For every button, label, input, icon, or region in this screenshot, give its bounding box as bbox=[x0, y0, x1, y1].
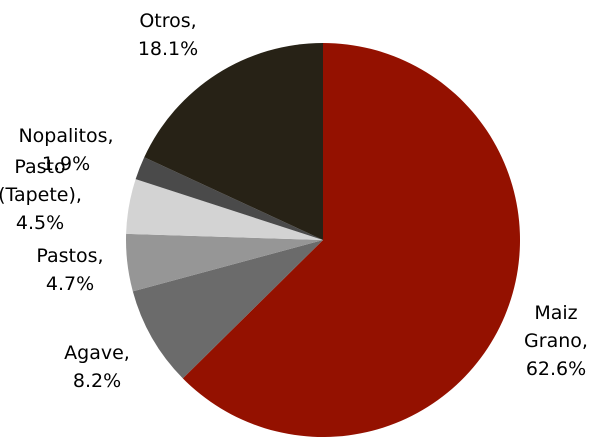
data-label-pasto-tapete: Pasto (Tapete), 4.5% bbox=[0, 156, 82, 234]
data-label-pastos: Pastos, 4.7% bbox=[36, 245, 103, 295]
data-label-otros: Otros, 18.1% bbox=[138, 10, 198, 60]
pie-slices bbox=[126, 43, 521, 437]
pie-slice-pasto-tapete bbox=[126, 179, 323, 240]
data-label-line: 4.7% bbox=[46, 273, 94, 295]
data-label-line: Maiz bbox=[534, 302, 577, 324]
data-labels: Maiz Grano, 62.6%Agave, 8.2%Pastos, 4.7%Past… bbox=[0, 10, 588, 392]
data-label-line: 18.1% bbox=[138, 38, 198, 60]
pie-slice-pastos bbox=[126, 233, 323, 292]
data-label-line: Otros, bbox=[139, 10, 196, 32]
data-label-line: Pasto bbox=[14, 156, 65, 178]
pie-slice-nopalitos bbox=[135, 157, 323, 240]
pie-slice-otros bbox=[144, 43, 323, 240]
data-label-line: (Tapete), bbox=[0, 184, 82, 206]
data-label-line: Nopalitos, bbox=[18, 125, 113, 147]
data-label-line: 62.6% bbox=[526, 358, 586, 380]
data-label-maiz-grano: Maiz Grano, 62.6% bbox=[524, 302, 588, 380]
pie-slice-agave bbox=[132, 240, 323, 379]
data-label-line: Agave, bbox=[64, 342, 130, 364]
pie-slice-maiz-grano bbox=[182, 43, 521, 437]
data-label-line: 4.5% bbox=[16, 212, 64, 234]
data-label-nopalitos: Nopalitos, 1.9% bbox=[18, 125, 113, 175]
data-label-line: Grano, bbox=[524, 330, 588, 352]
data-label-line: 1.9% bbox=[42, 153, 90, 175]
data-label-line: Pastos, bbox=[36, 245, 103, 267]
data-label-agave: Agave, 8.2% bbox=[64, 342, 130, 392]
data-label-line: 8.2% bbox=[73, 370, 121, 392]
